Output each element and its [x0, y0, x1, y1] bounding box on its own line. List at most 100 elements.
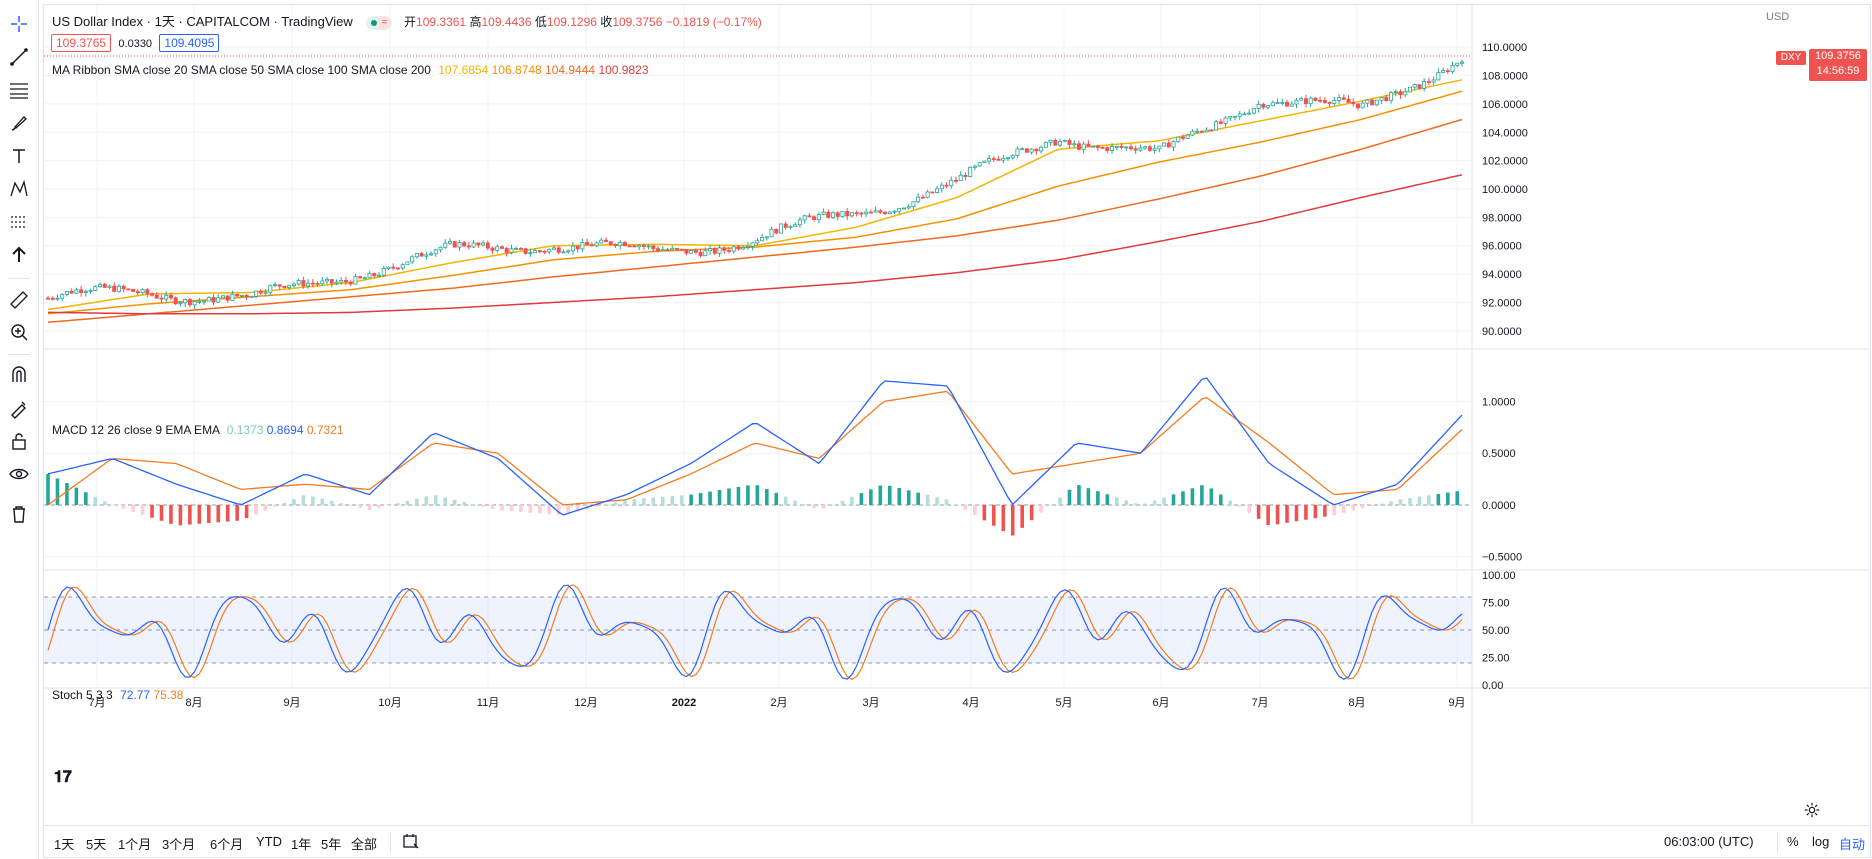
lock-drawing-icon[interactable]	[5, 394, 33, 422]
percent-toggle[interactable]: %	[1787, 834, 1799, 849]
candle	[102, 283, 107, 288]
range-1y[interactable]: 1年	[291, 837, 312, 852]
trend-line-icon[interactable]	[5, 43, 33, 71]
prediction-icon[interactable]	[5, 208, 33, 236]
candle	[1346, 98, 1351, 103]
candle	[892, 210, 897, 213]
symbol-title[interactable]: US Dollar Index · 1天 · CAPITALCOM · Trad…	[52, 14, 353, 29]
macd-histogram-bar	[1389, 501, 1393, 505]
chart-container[interactable]: 7月 8月 9月 10月 11月 12月 2022 2月 3月 4月 5月 6月 7月 8月 9月 110.0…	[43, 4, 1871, 858]
zoom-in-icon[interactable]	[5, 318, 33, 346]
candle	[216, 297, 221, 303]
magnet-icon[interactable]	[5, 361, 33, 389]
macd-histogram-bar	[1039, 504, 1043, 513]
macd-histogram-bar	[452, 499, 457, 505]
candle	[1365, 99, 1370, 104]
bar-countdown: 14:56:59	[1816, 65, 1860, 77]
candle	[788, 225, 793, 228]
arrow-up-icon[interactable]	[5, 241, 33, 269]
stoch-legend[interactable]: Stoch 5 3 3 72.77 75.38	[52, 688, 183, 702]
open-label: 开	[404, 15, 417, 29]
goto-date-icon[interactable]	[402, 832, 420, 853]
macd-histogram-bar	[717, 489, 722, 505]
range-all[interactable]: 全部	[351, 837, 378, 852]
ruler-icon[interactable]	[5, 286, 33, 314]
tradingview-logo-icon[interactable]: 𝟏𝟕	[54, 769, 72, 786]
candle	[679, 248, 684, 251]
candle	[168, 294, 173, 299]
candle	[641, 245, 646, 247]
macd-histogram-bar	[793, 500, 797, 505]
candle	[1327, 102, 1332, 104]
time-label: 9月	[283, 697, 300, 709]
range-1m[interactable]: 1个月	[118, 837, 152, 852]
macd-histogram-bar	[188, 504, 192, 525]
macd-histogram-bar	[1029, 504, 1034, 521]
currency-label[interactable]: USD	[1766, 11, 1790, 23]
candle	[1318, 100, 1323, 102]
macd-legend[interactable]: MACD 12 26 close 9 EMA EMA 0.1373 0.8694…	[52, 423, 344, 437]
candle	[206, 297, 211, 302]
macd-histogram-bar	[206, 504, 211, 524]
lock-icon[interactable]	[5, 427, 33, 455]
brush-icon[interactable]	[5, 109, 33, 137]
candle	[1275, 102, 1280, 104]
macd-histogram-bar	[102, 501, 107, 505]
macd-histogram-bar	[679, 495, 684, 505]
buy-price-button[interactable]: 109.4095	[159, 34, 220, 52]
candle	[244, 294, 249, 297]
macd-histogram-bar	[377, 504, 381, 508]
macd-histogram-bar	[1341, 504, 1346, 513]
range-5d[interactable]: 5天	[86, 837, 107, 852]
candle	[424, 254, 429, 257]
candle	[594, 242, 599, 247]
fib-retracement-icon[interactable]	[5, 76, 33, 104]
eye-icon[interactable]	[5, 460, 33, 488]
candle	[755, 240, 760, 244]
candle	[556, 247, 561, 253]
range-1d[interactable]: 1天	[54, 837, 75, 852]
macd-histogram-bar	[623, 500, 627, 505]
range-5y[interactable]: 5年	[321, 837, 342, 852]
market-status-badge[interactable]: ≈	[366, 15, 393, 30]
range-3m[interactable]: 3个月	[162, 837, 196, 852]
candle	[1426, 81, 1431, 83]
ma-ribbon-legend[interactable]: MA Ribbon SMA close 20 SMA close 50 SMA …	[52, 63, 649, 77]
candle	[703, 250, 708, 257]
candle	[1379, 97, 1384, 101]
candle	[698, 251, 703, 257]
candle	[471, 242, 476, 248]
candle	[504, 248, 509, 253]
range-6m[interactable]: 6个月	[210, 837, 244, 852]
candle	[1024, 148, 1029, 153]
candle	[1147, 146, 1152, 151]
candle	[1128, 146, 1133, 150]
candle	[883, 211, 888, 215]
candle	[514, 248, 519, 250]
candle	[864, 211, 869, 215]
auto-scale-toggle[interactable]: 自动	[1839, 837, 1866, 852]
candle	[159, 297, 164, 300]
pattern-icon[interactable]	[5, 175, 33, 203]
trash-icon[interactable]	[5, 500, 33, 528]
candle	[1086, 143, 1091, 147]
macd-histogram-bar	[897, 488, 902, 505]
utc-clock[interactable]: 06:03:00 (UTC)	[1664, 834, 1754, 849]
macd-histogram-bar	[1114, 497, 1119, 505]
candle	[1105, 147, 1110, 151]
macd-histogram-bar	[301, 495, 306, 505]
settings-gear-icon[interactable]	[1803, 801, 1821, 819]
text-icon[interactable]	[5, 142, 33, 170]
stoch-tick: 50.00	[1482, 625, 1510, 637]
candle	[1138, 147, 1143, 151]
log-toggle[interactable]: log	[1812, 834, 1830, 849]
crosshair-icon[interactable]	[5, 10, 33, 38]
macd-histogram-bar	[670, 496, 675, 505]
range-ytd[interactable]: YTD	[256, 834, 282, 849]
sell-price-button[interactable]: 109.3765	[51, 34, 112, 52]
price-chart-svg[interactable]: 7月 8月 9月 10月 11月 12月 2022 2月 3月 4月 5月 6月 7月 8月 9月 110.0…	[44, 5, 1870, 825]
macd-histogram-bar	[642, 498, 646, 505]
candle	[1355, 103, 1360, 109]
candle	[1417, 84, 1422, 89]
candle	[334, 281, 339, 284]
